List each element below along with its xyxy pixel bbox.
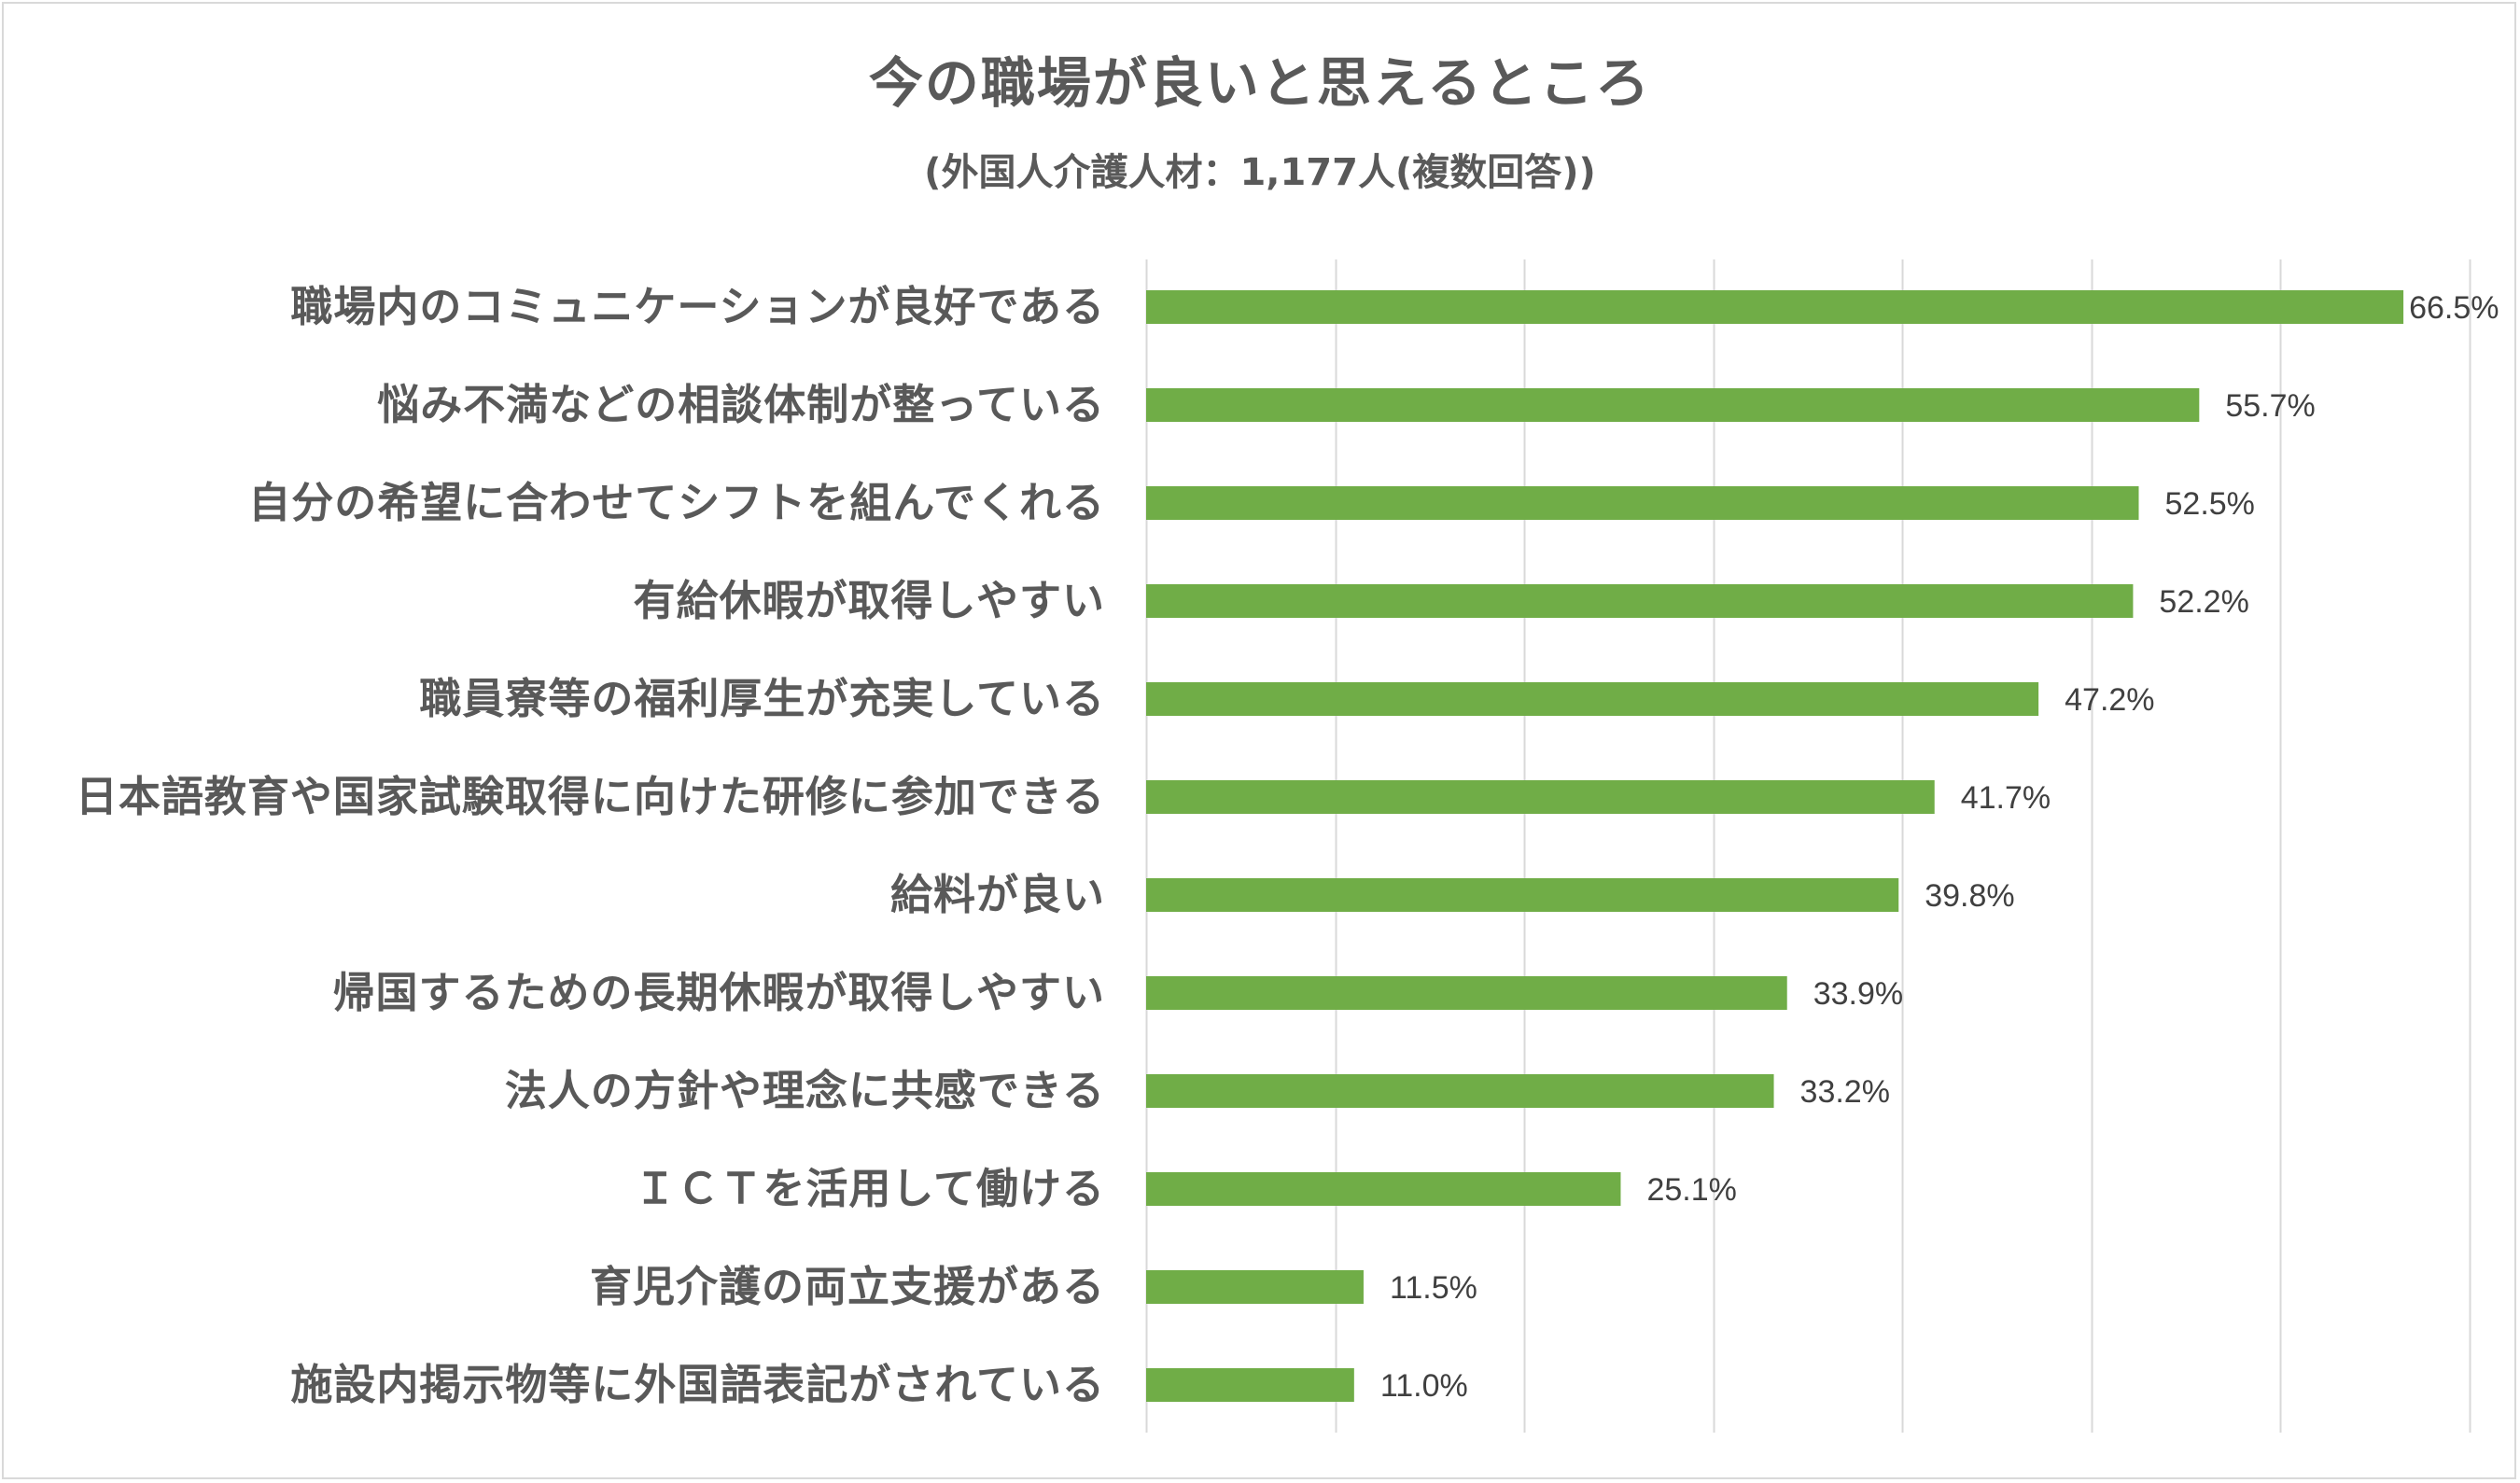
bar — [1146, 1368, 1354, 1402]
value-label: 11.0% — [1380, 1368, 1468, 1404]
bar — [1146, 780, 1935, 814]
value-label: 55.7% — [2225, 388, 2315, 424]
bar — [1146, 878, 1899, 912]
value-label: 33.9% — [1813, 976, 1903, 1012]
category-label: 施設内掲示物等に外国語表記がされている — [290, 1360, 1105, 1409]
value-labels: 66.5% 55.7% 52.5% 52.2% 47.2% 41.7% 39.8% 33.9%… — [1380, 290, 2499, 1404]
bar — [1146, 1270, 1364, 1304]
bar — [1146, 976, 1787, 1010]
value-label: 11.5% — [1390, 1270, 1477, 1306]
category-label: 有給休暇が取得しやすい — [633, 576, 1105, 625]
category-label: 育児介護の両立支援がある — [590, 1262, 1105, 1311]
value-label: 47.2% — [2065, 682, 2154, 718]
chart-title: 今の職場が良いと思えるところ — [868, 51, 1652, 115]
category-label: 帰国するための長期休暇が取得しやすい — [332, 968, 1105, 1017]
value-label: 52.2% — [2159, 584, 2248, 620]
bar — [1146, 388, 2200, 422]
category-label: 給料が良い — [890, 870, 1105, 919]
value-label: 33.2% — [1800, 1074, 1890, 1110]
category-label: 法人の方針や理念に共感できる — [505, 1066, 1105, 1115]
bar — [1146, 584, 2134, 618]
category-label: 職場内のコミュニケーションが良好である — [290, 282, 1105, 331]
category-labels: 職場内のコミュニケーションが良好である悩み不満などの相談体制が整っている自分の希… — [76, 282, 1105, 1409]
category-label: 悩み不満などの相談体制が整っている — [377, 380, 1105, 429]
gridlines — [1145, 259, 2471, 1433]
bar — [1146, 1074, 1774, 1108]
bars — [1146, 290, 2404, 1402]
category-label: 日本語教育や国家試験取得に向けた研修に参加できる — [76, 772, 1105, 821]
bar — [1146, 682, 2039, 716]
bar — [1146, 1172, 1621, 1206]
value-label: 66.5% — [2409, 290, 2499, 326]
category-label: 職員寮等の福利厚生が充実している — [419, 674, 1105, 723]
category-label: ＩＣＴを活用して働ける — [634, 1164, 1105, 1213]
category-label: 自分の希望に合わせてシフトを組んでくれる — [248, 478, 1105, 527]
chart-subtitle: (外国人介護人材：1,177人(複数回答)) — [924, 151, 1596, 194]
value-label: 25.1% — [1646, 1172, 1736, 1208]
value-label: 39.8% — [1925, 878, 2014, 914]
value-label: 41.7% — [1961, 780, 2051, 816]
value-label: 52.5% — [2165, 486, 2255, 522]
bar — [1146, 486, 2139, 520]
bar — [1146, 290, 2404, 324]
